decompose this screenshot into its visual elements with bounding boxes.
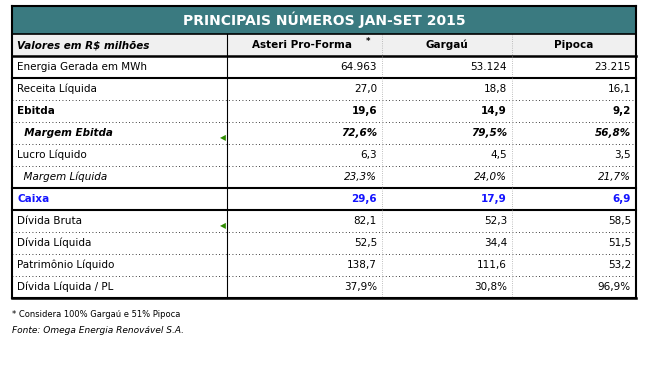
Text: 21,7%: 21,7% — [598, 172, 631, 182]
Bar — [12, 56, 636, 78]
Text: Dívida Líquida / PL: Dívida Líquida / PL — [17, 282, 113, 292]
Bar — [12, 34, 636, 56]
Text: 3,5: 3,5 — [614, 150, 631, 160]
Text: 37,9%: 37,9% — [344, 282, 377, 292]
Text: 29,6: 29,6 — [351, 194, 377, 204]
Text: 34,4: 34,4 — [484, 238, 507, 248]
Bar — [12, 210, 636, 232]
Text: Receita Líquida: Receita Líquida — [17, 84, 97, 94]
Text: 23,3%: 23,3% — [344, 172, 377, 182]
Text: Gargaú: Gargaú — [426, 40, 469, 50]
Bar — [12, 144, 636, 166]
Text: 72,6%: 72,6% — [341, 128, 377, 138]
Text: Margem Ebitda: Margem Ebitda — [17, 128, 113, 138]
Text: PRINCIPAIS NÚMEROS JAN-SET 2015: PRINCIPAIS NÚMEROS JAN-SET 2015 — [183, 12, 465, 28]
Text: ◀: ◀ — [220, 221, 226, 230]
Text: Fonte: Omega Energia Renovável S.A.: Fonte: Omega Energia Renovável S.A. — [12, 326, 184, 335]
Text: 14,9: 14,9 — [481, 106, 507, 116]
Text: 18,8: 18,8 — [484, 84, 507, 94]
Text: 79,5%: 79,5% — [471, 128, 507, 138]
Text: Caixa: Caixa — [17, 194, 49, 204]
Text: Dívida Bruta: Dívida Bruta — [17, 216, 82, 226]
Bar — [12, 276, 636, 298]
Text: * Considera 100% Gargaú e 51% Pipoca: * Considera 100% Gargaú e 51% Pipoca — [12, 310, 180, 319]
Text: 6,9: 6,9 — [612, 194, 631, 204]
Text: 52,5: 52,5 — [354, 238, 377, 248]
Bar — [12, 100, 636, 122]
Bar — [12, 78, 636, 100]
Text: 16,1: 16,1 — [608, 84, 631, 94]
Text: 96,9%: 96,9% — [598, 282, 631, 292]
Text: Margem Líquida: Margem Líquida — [17, 172, 108, 182]
Text: Ebitda: Ebitda — [17, 106, 55, 116]
Bar — [12, 254, 636, 276]
Text: Pipoca: Pipoca — [554, 40, 594, 50]
Text: ◀: ◀ — [220, 133, 226, 142]
Text: 51,5: 51,5 — [608, 238, 631, 248]
Bar — [12, 166, 636, 188]
Text: 19,6: 19,6 — [351, 106, 377, 116]
Text: 9,2: 9,2 — [612, 106, 631, 116]
Bar — [12, 232, 636, 254]
Text: 111,6: 111,6 — [477, 260, 507, 270]
Text: 24,0%: 24,0% — [474, 172, 507, 182]
Text: Dívida Líquida: Dívida Líquida — [17, 238, 91, 248]
Text: 17,9: 17,9 — [481, 194, 507, 204]
Text: Patrimônio Líquido: Patrimônio Líquido — [17, 260, 115, 270]
Text: Asteri Pro-Forma: Asteri Pro-Forma — [253, 40, 353, 50]
Text: 56,8%: 56,8% — [595, 128, 631, 138]
Bar — [12, 122, 636, 144]
Bar — [12, 6, 636, 34]
Text: 53,2: 53,2 — [608, 260, 631, 270]
Text: 27,0: 27,0 — [354, 84, 377, 94]
Text: Energia Gerada em MWh: Energia Gerada em MWh — [17, 62, 147, 72]
Text: 30,8%: 30,8% — [474, 282, 507, 292]
Text: 53.124: 53.124 — [470, 62, 507, 72]
Text: 64.963: 64.963 — [340, 62, 377, 72]
Text: 58,5: 58,5 — [608, 216, 631, 226]
Text: Lucro Líquido: Lucro Líquido — [17, 150, 87, 160]
Text: 4,5: 4,5 — [491, 150, 507, 160]
Text: 23.215: 23.215 — [594, 62, 631, 72]
Bar — [12, 188, 636, 210]
Text: 138,7: 138,7 — [347, 260, 377, 270]
Text: 6,3: 6,3 — [360, 150, 377, 160]
Text: 82,1: 82,1 — [354, 216, 377, 226]
Text: *: * — [365, 37, 370, 46]
Text: Valores em R$ milhões: Valores em R$ milhões — [17, 40, 150, 50]
Text: 52,3: 52,3 — [484, 216, 507, 226]
